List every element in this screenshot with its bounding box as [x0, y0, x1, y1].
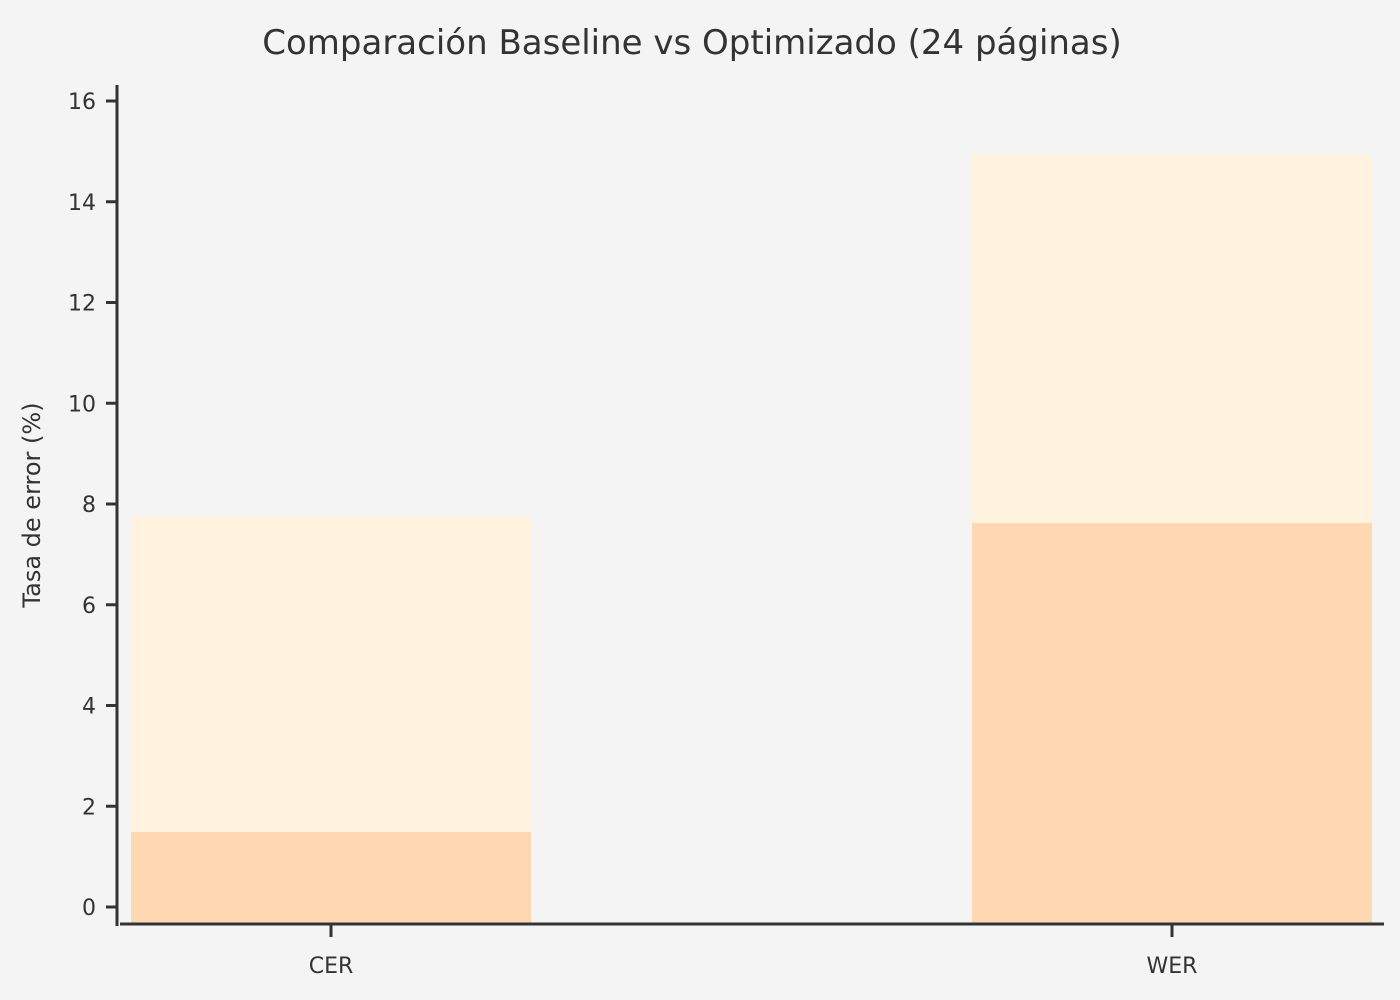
y-axis-label: Tasa de error (%)	[18, 402, 46, 608]
y-tick-label: 14	[68, 191, 96, 216]
bar-wer-series-1	[972, 523, 1372, 923]
y-tick-label: 8	[82, 493, 96, 518]
y-tick-label: 12	[68, 292, 96, 317]
x-tick-label: CER	[309, 954, 354, 979]
x-tick-label: WER	[1147, 954, 1198, 979]
y-tick-label: 4	[82, 695, 96, 720]
bar-cer-series-1	[131, 831, 531, 923]
chart-title: Comparación Baseline vs Optimizado (24 p…	[262, 23, 1122, 63]
y-tick-label: 0	[82, 896, 96, 921]
y-tick-label: 10	[68, 392, 96, 417]
y-tick-label: 16	[68, 90, 96, 115]
y-tick-label: 2	[82, 795, 96, 820]
y-tick-label: 6	[82, 594, 96, 619]
